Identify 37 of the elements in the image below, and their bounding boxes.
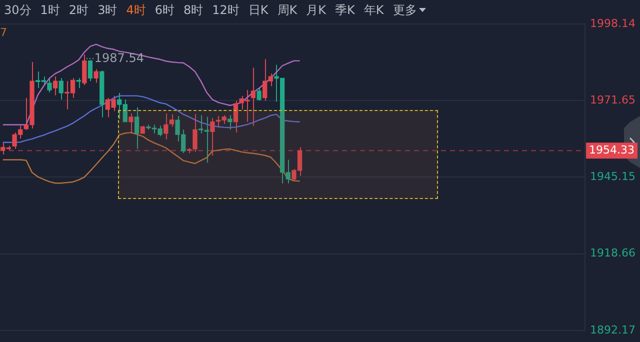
- text: 12时: [212, 2, 240, 18]
- y-tick-label: 1945.15: [590, 170, 636, 184]
- text: 3时: [98, 2, 118, 18]
- y-tick-label: 1971.65: [590, 93, 636, 106]
- candlestick: [210, 118, 215, 156]
- candlestick: [134, 106, 140, 150]
- candlestick: [164, 112, 168, 140]
- y-tick-label: 1998.14: [590, 16, 636, 30]
- y-tick-label: 1918.66: [590, 246, 636, 260]
- text: 日K: [248, 2, 268, 18]
- candlestick: [250, 67, 256, 126]
- ref-line-label: 1954.33: [589, 144, 634, 157]
- annotation: 1987.54: [94, 50, 144, 65]
- text: 月K: [306, 2, 326, 18]
- text: 周K: [277, 2, 298, 18]
- candlestick: [58, 78, 64, 100]
- candlestick: [47, 78, 52, 93]
- text: 2时: [68, 2, 89, 18]
- candlestick: [82, 54, 87, 86]
- candlestick: [256, 88, 262, 102]
- text: 年K: [364, 2, 384, 18]
- candlestick: [169, 114, 174, 128]
- candlestick: [88, 60, 93, 82]
- text: 6时: [154, 2, 174, 18]
- text: 30分: [4, 2, 32, 18]
- text: 4时: [126, 2, 146, 18]
- text: 更多: [392, 2, 417, 18]
- text: 8时: [183, 2, 204, 18]
- candlestick: [228, 114, 232, 130]
- annotation: 7: [0, 26, 7, 39]
- candlestick: [128, 112, 134, 134]
- candlestick: [52, 76, 58, 96]
- candlestick: [233, 100, 238, 134]
- candlestick: [94, 68, 98, 84]
- y-tick-label: 1892.17: [590, 323, 636, 336]
- text: 季K: [335, 2, 355, 18]
- text: 1时: [40, 2, 60, 18]
